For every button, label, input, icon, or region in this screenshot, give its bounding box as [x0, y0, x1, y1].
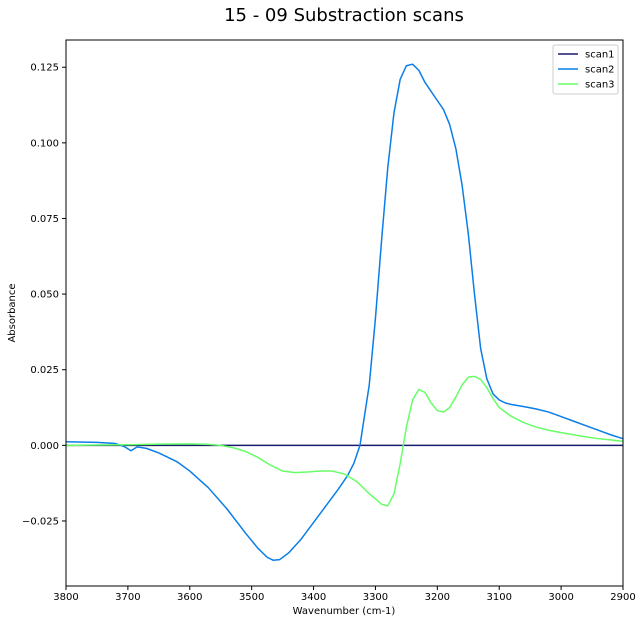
y-tick-label: 0.100: [30, 138, 59, 149]
y-tick-label: 0.025: [30, 365, 59, 376]
y-tick-label: −0.025: [22, 516, 59, 527]
x-tick-label: 3800: [53, 592, 78, 603]
x-tick-label: 3300: [363, 592, 388, 603]
x-axis-ticks: 3800 3700 3600 3500 3400 3300 3200 3100 3000 2900: [53, 586, 636, 603]
series-line-scan3: [65, 375, 624, 507]
y-tick-label: 0.125: [30, 63, 59, 74]
y-tick-label: 0.000: [30, 441, 59, 452]
legend-label-scan3: scan3: [585, 80, 615, 91]
plot-frame: [65, 39, 624, 587]
x-tick-label: 3600: [177, 592, 202, 603]
legend-box: [552, 44, 619, 95]
x-tick-label: 3000: [548, 592, 573, 603]
x-tick-label: 3200: [425, 592, 450, 603]
y-tick-label: 0.075: [30, 214, 59, 225]
x-tick-label: 3700: [115, 592, 140, 603]
x-tick-label: 3100: [486, 592, 511, 603]
y-axis-ticks: −0.025 0.000 0.025 0.050 0.075 0.100 0.125: [22, 63, 66, 527]
legend: scan1 scan2 scan3: [552, 44, 619, 95]
legend-label-scan1: scan1: [585, 50, 615, 61]
x-tick-label: 2900: [610, 592, 635, 603]
legend-label-scan2: scan2: [585, 65, 615, 76]
x-tick-label: 3400: [301, 592, 326, 603]
x-tick-label: 3500: [239, 592, 264, 603]
chart-title: 15 - 09 Substraction scans: [224, 5, 464, 26]
y-tick-label: 0.050: [30, 290, 59, 301]
x-axis-label: Wavenumber (cm-1): [293, 606, 396, 617]
y-axis-label: Absorbance: [7, 283, 18, 342]
series-layer: [65, 63, 624, 562]
series-line-scan2: [65, 63, 624, 562]
